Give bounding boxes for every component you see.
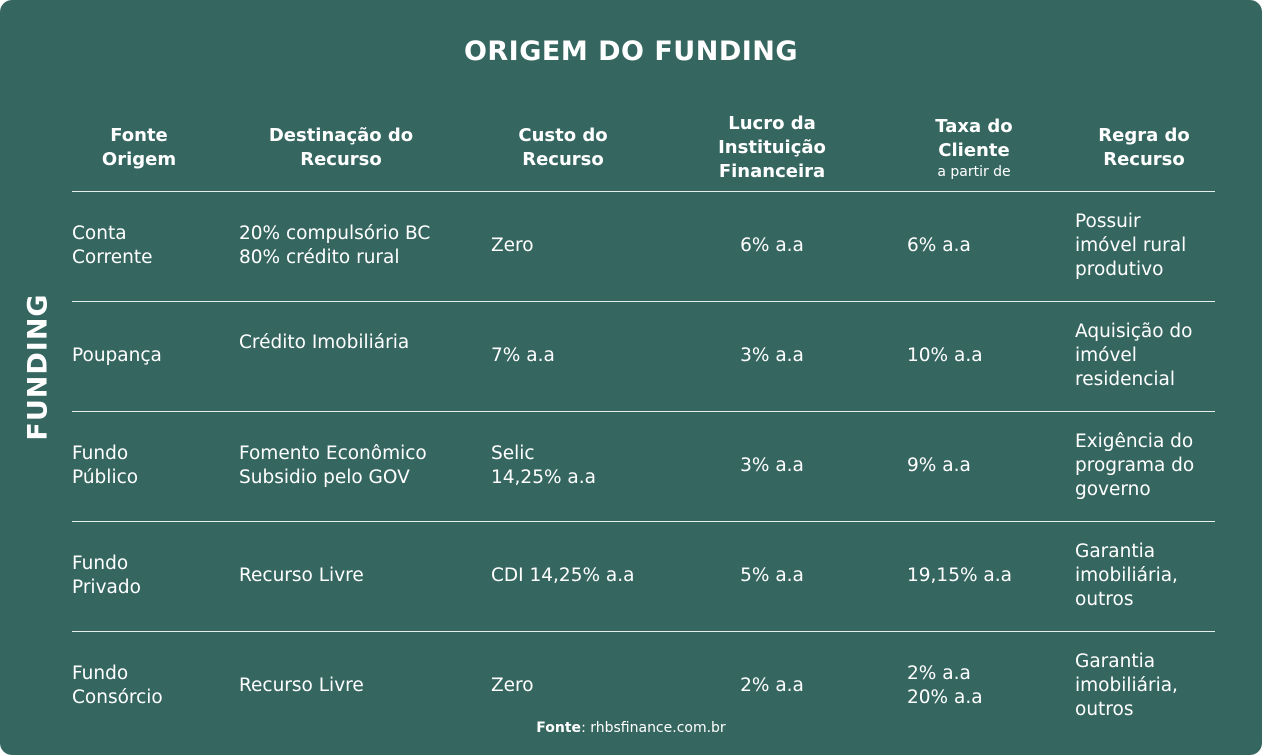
cell-destinacao: Fomento Econômico Subsidio pelo GOV: [239, 443, 427, 488]
cell-custo: 7% a.a: [491, 345, 555, 366]
cell-destinacao: 20% compulsório BC 80% crédito rural: [239, 223, 431, 268]
column-header-regra: Regra do Recurso: [1098, 125, 1190, 170]
cell-fonte: Conta Corrente: [72, 223, 153, 268]
column-header-taxa-sub: a partir de: [937, 164, 1011, 180]
cell-taxa: 6% a.a: [907, 235, 971, 256]
cell-destinacao: Recurso Livre: [239, 675, 364, 696]
cell-destinacao: Crédito Imobiliária: [239, 332, 410, 353]
column-header-taxa: Taxa do Cliente a partir de: [935, 116, 1013, 180]
cell-custo: Selic 14,25% a.a: [491, 443, 596, 488]
table-header: Fonte Origem Destinação do Recurso Custo…: [0, 104, 1262, 192]
table-row: Poupança Crédito Imobiliária 7% a.a 3% a…: [0, 301, 1262, 411]
table-row: Conta Corrente 20% compulsório BC 80% cr…: [0, 191, 1262, 301]
row-divider: [72, 631, 1215, 632]
cell-fonte: Fundo Privado: [72, 553, 141, 598]
row-divider: [72, 521, 1215, 522]
cell-taxa: 9% a.a: [907, 455, 971, 476]
cell-custo: Zero: [491, 675, 534, 696]
cell-destinacao: Recurso Livre: [239, 565, 364, 586]
source-text: : rhbsfinance.com.br: [581, 720, 726, 736]
cell-fonte: Poupança: [72, 345, 162, 366]
column-header-custo: Custo do Recurso: [518, 125, 608, 170]
row-divider: [72, 301, 1215, 302]
table-row: Fundo Público Fomento Econômico Subsidio…: [0, 411, 1262, 521]
column-header-fonte: Fonte Origem: [101, 125, 177, 170]
row-divider: [72, 411, 1215, 412]
cell-lucro: 6% a.a: [740, 235, 804, 256]
page-title: ORIGEM DO FUNDING: [463, 36, 799, 67]
column-header-lucro: Lucro da Instituição Financeira: [718, 113, 826, 182]
cell-custo: CDI 14,25% a.a: [491, 565, 635, 586]
cell-fonte: Fundo Público: [72, 443, 139, 488]
cell-lucro: 2% a.a: [740, 675, 804, 696]
cell-fonte: Fundo Consórcio: [72, 663, 163, 708]
cell-lucro: 5% a.a: [740, 565, 804, 586]
cell-lucro: 3% a.a: [740, 455, 804, 476]
column-header-destinacao: Destinação do Recurso: [268, 125, 414, 170]
cell-regra: Aquisição do imóvel residencial: [1075, 321, 1193, 390]
cell-regra: Exigência do programa do governo: [1075, 431, 1195, 500]
row-divider: [72, 191, 1215, 192]
cell-taxa: 10% a.a: [907, 345, 983, 366]
cell-taxa: 19,15% a.a: [907, 565, 1012, 586]
source-footer: Fonte: rhbsfinance.com.br: [0, 720, 1262, 736]
source-label: Fonte: [536, 720, 582, 736]
cell-custo: Zero: [491, 235, 534, 256]
cell-regra: Garantia imobiliária, outros: [1075, 651, 1178, 720]
table-row: Fundo Consórcio Recurso Livre Zero 2% a.…: [0, 631, 1262, 741]
cell-regra: Garantia imobiliária, outros: [1075, 541, 1178, 610]
cell-taxa: 2% a.a 20% a.a: [907, 663, 983, 708]
cell-lucro: 3% a.a: [740, 345, 804, 366]
cell-regra: Possuir imóvel rural produtivo: [1075, 211, 1187, 280]
table-row: Fundo Privado Recurso Livre CDI 14,25% a…: [0, 521, 1262, 631]
